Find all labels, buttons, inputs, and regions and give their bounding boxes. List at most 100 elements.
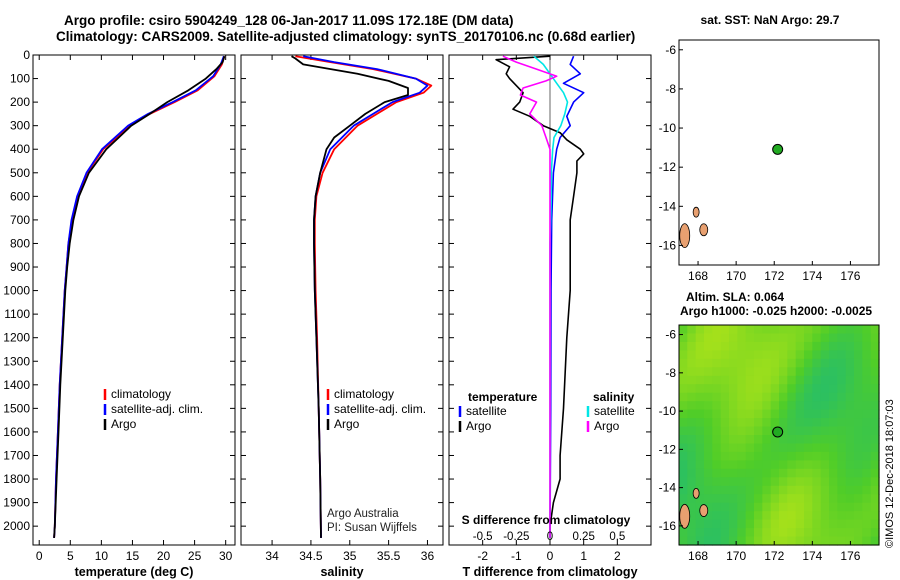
sla-cell (779, 325, 788, 335)
sla-cell (829, 494, 838, 504)
sla-cell (720, 519, 730, 529)
series-argo (53, 55, 226, 538)
sla-cell (787, 418, 797, 428)
sla-cell (829, 341, 838, 351)
sla-cell (845, 502, 855, 512)
sla-cell (820, 325, 830, 335)
sla-cell (687, 418, 697, 428)
island-shape (679, 223, 691, 249)
map-x-tick-label: 176 (840, 269, 860, 283)
sla-cell (712, 468, 722, 478)
sla-cell (729, 468, 738, 478)
sla-cell (820, 511, 830, 521)
sla-cell (712, 392, 722, 402)
sla-cell (795, 375, 805, 385)
sla-cell (870, 426, 880, 436)
sla-cell (837, 477, 847, 487)
sla-cell (854, 519, 863, 529)
sla-cell (754, 528, 763, 538)
sla-cell (712, 519, 722, 529)
sla-cell (845, 418, 855, 428)
sla-cell (762, 511, 772, 521)
sla-cell (820, 451, 830, 461)
y-tick-label: 400 (10, 142, 30, 156)
sla-cell (837, 375, 847, 385)
sla-cell (804, 502, 813, 512)
sla-cell (829, 358, 838, 368)
sla-cell (845, 401, 855, 411)
sla-cell (687, 367, 697, 377)
legend-title-temperature: temperature (468, 390, 538, 404)
sla-cell (720, 350, 730, 360)
sla-cell (679, 494, 688, 504)
map-y-tick-label: -8 (665, 366, 676, 380)
legend-entry: Argo (111, 417, 137, 431)
sla-cell (695, 519, 705, 529)
map-x-tick-label: 176 (840, 549, 860, 563)
sla-cell (762, 384, 772, 394)
sla-cell (695, 435, 705, 445)
sla-cell (754, 350, 763, 360)
secondary-x-tick-label: 0.25 (572, 531, 594, 543)
sla-cell (729, 502, 738, 512)
sla-cell (679, 350, 688, 360)
sla-cell (862, 443, 872, 453)
sla-cell (754, 494, 763, 504)
sla-cell (820, 536, 830, 546)
sla-cell (695, 392, 705, 402)
sla-cell (837, 528, 847, 538)
sla-cell (679, 367, 688, 377)
sla-cell (787, 409, 797, 419)
credit-annotation-1: Argo Australia (327, 508, 399, 520)
sla-cell (804, 451, 813, 461)
sla-cell (687, 511, 697, 521)
sla-cell (837, 519, 847, 529)
sla-cell (845, 443, 855, 453)
sla-cell (737, 392, 747, 402)
y-tick-label: 200 (10, 95, 30, 109)
sla-cell (870, 502, 880, 512)
y-tick-label: 1400 (3, 378, 30, 392)
sla-cell (862, 485, 872, 495)
sst-map-title: sat. SST: NaN Argo: 29.7 (701, 13, 840, 27)
sla-cell (729, 325, 738, 335)
sla-cell (837, 468, 847, 478)
sla-cell (704, 418, 713, 428)
sla-cell (687, 401, 697, 411)
sla-cell (712, 477, 722, 487)
sla-cell (837, 502, 847, 512)
x-tick-label: 0 (36, 549, 43, 563)
legend-entry: satellite-adj. clim. (111, 402, 203, 416)
x-tick-label: 34.5 (299, 549, 323, 563)
sla-cell (845, 460, 855, 470)
sla-cell (779, 392, 788, 402)
sla-cell (837, 358, 847, 368)
sla-cell (770, 460, 780, 470)
sla-cell (845, 528, 855, 538)
sla-cell (770, 333, 780, 343)
sla-cell (687, 519, 697, 529)
sla-cell (695, 384, 705, 394)
sla-cell (812, 401, 822, 411)
sla-cell (804, 460, 813, 470)
sla-cell (787, 367, 797, 377)
sla-cell (754, 435, 763, 445)
sla-cell (745, 451, 755, 461)
sla-cell (795, 350, 805, 360)
sla-cell (712, 325, 722, 335)
sla-cell (770, 485, 780, 495)
sla-cell (820, 477, 830, 487)
sla-cell (695, 358, 705, 368)
sla-cell (779, 485, 788, 495)
sla-map-title-line-1: Altim. SLA: 0.064 (686, 290, 784, 304)
sla-cell (712, 401, 722, 411)
sla-cell (770, 536, 780, 546)
y-tick-label: 1000 (3, 284, 30, 298)
sla-cell (762, 401, 772, 411)
sla-cell (837, 418, 847, 428)
series-argo (291, 55, 409, 538)
sla-cell (870, 519, 880, 529)
x-tick-label: 25 (188, 549, 202, 563)
sla-cell (854, 468, 863, 478)
sla-cell (820, 341, 830, 351)
